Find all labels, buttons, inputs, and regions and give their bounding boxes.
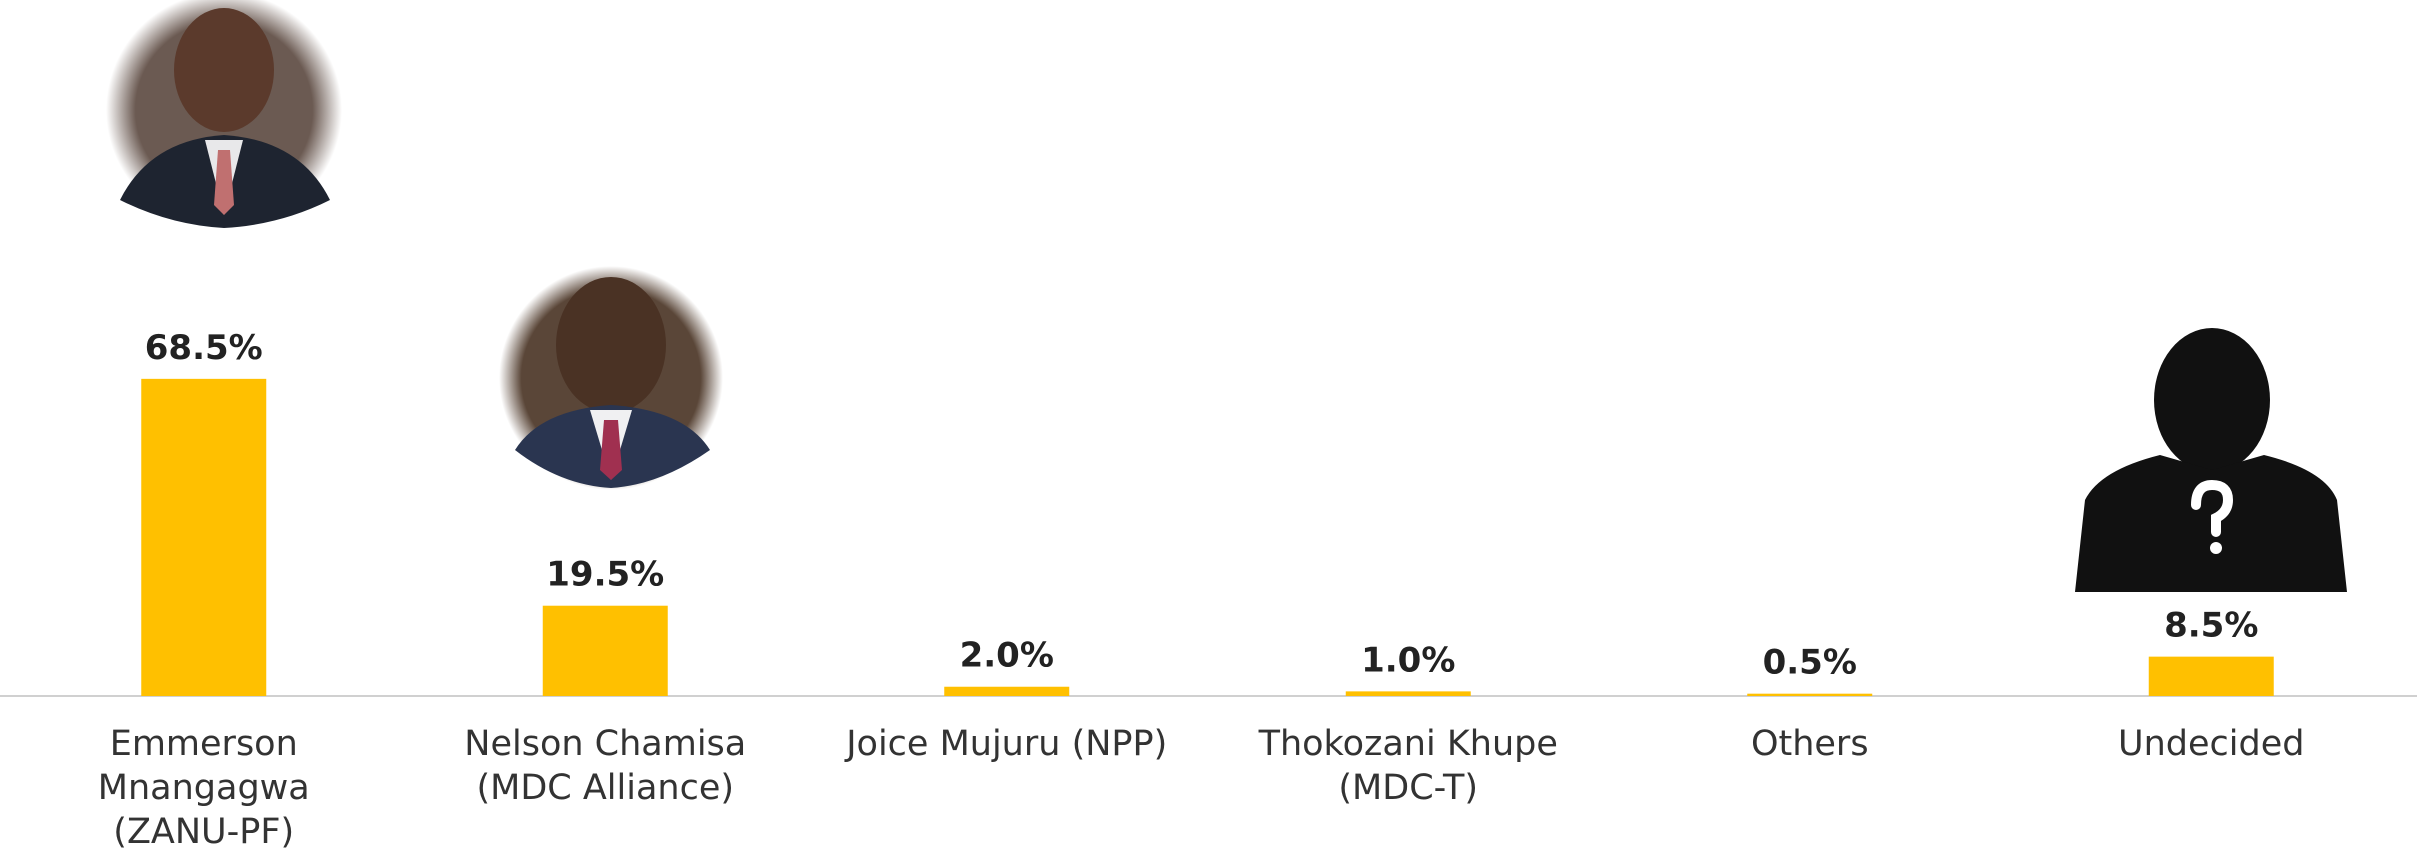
photo-chamisa (499, 266, 723, 490)
value-label: 2.0% (960, 636, 1054, 676)
category-label: Others (1610, 722, 2010, 766)
bar (1346, 691, 1471, 696)
category-label: Undecided (2011, 722, 2411, 766)
value-label: 68.5% (145, 328, 263, 368)
bar (1747, 694, 1872, 696)
bar (141, 379, 266, 696)
undecided-silhouette (2075, 328, 2347, 592)
value-label: 8.5% (2164, 606, 2258, 646)
category-label: Emmerson Mnangagwa (ZANU-PF) (4, 722, 404, 854)
category-label: Nelson Chamisa (MDC Alliance) (405, 722, 805, 810)
chart: 68.5% 19.5% 2.0% 1.0% 0.5% 8.5% Emmerson Mnan… (0, 0, 2417, 854)
bar (944, 687, 1069, 696)
value-label: 1.0% (1361, 640, 1455, 680)
bar (543, 606, 668, 696)
bar (2149, 657, 2274, 696)
photo-mnangagwa (106, 0, 342, 228)
category-label: Thokozani Khupe (MDC-T) (1208, 722, 1608, 810)
value-label: 0.5% (1763, 643, 1857, 683)
category-label: Joice Mujuru (NPP) (807, 722, 1207, 766)
value-label: 19.5% (546, 555, 664, 595)
